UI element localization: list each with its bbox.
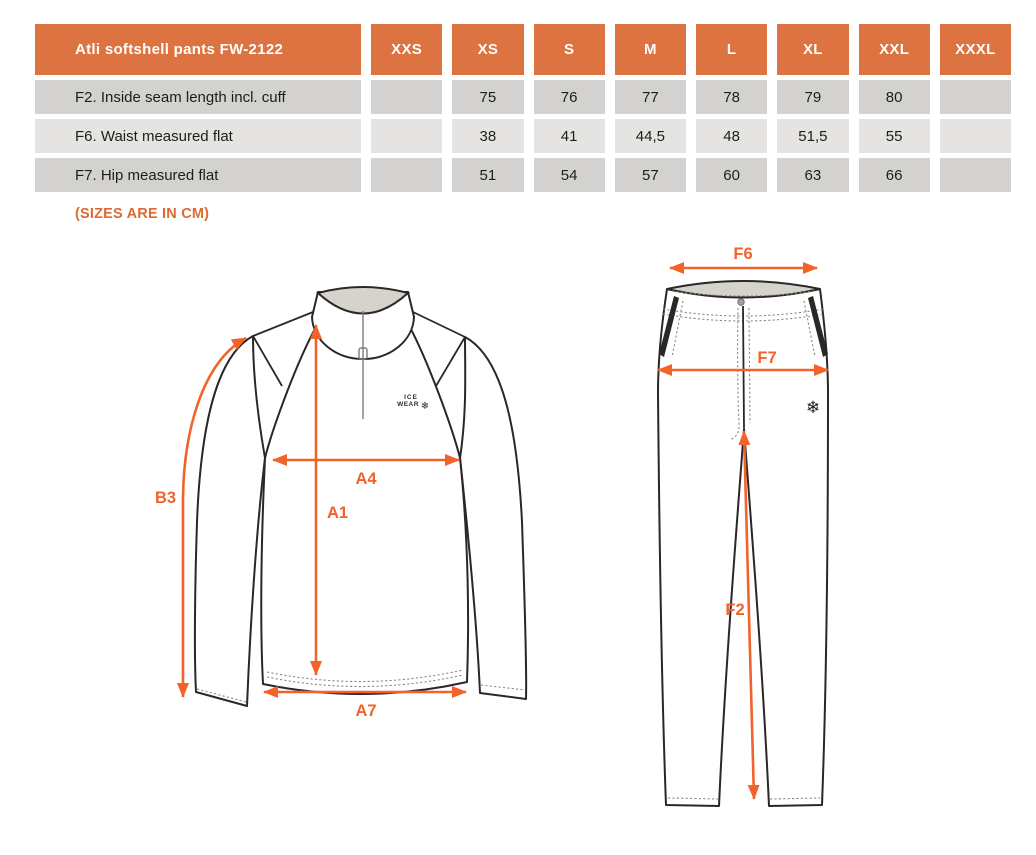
- logo-text-line1: ICE: [404, 394, 418, 401]
- size-column-header-s: S: [533, 24, 605, 75]
- row-label-cell: F6. Waist measured flat: [35, 119, 361, 153]
- logo-text-line2: WEAR: [397, 401, 419, 408]
- a1-label: A1: [327, 504, 348, 522]
- size-value-cell: 76: [533, 80, 605, 114]
- measurement-row-f7: F7. Hip measured flat 51 54 57 60 63 66: [35, 158, 1011, 192]
- size-value-cell: 66: [858, 158, 930, 192]
- size-value-cell: 75: [452, 80, 524, 114]
- size-value-cell: 77: [614, 80, 686, 114]
- size-value-cell: [371, 119, 443, 153]
- pants-waist-opening: [666, 280, 821, 299]
- size-chart-header-row: Atli softshell pants FW-2122 XXS XS S M …: [35, 24, 1011, 75]
- a7-label: A7: [355, 702, 376, 720]
- measurement-row-f6: F6. Waist measured flat 38 41 44,5 48 51…: [35, 119, 1011, 153]
- size-column-header-m: M: [614, 24, 686, 75]
- fly-seam: [742, 305, 745, 429]
- right-pocket-opening: [808, 296, 828, 357]
- row-label-cell: F2. Inside seam length incl. cuff: [35, 80, 361, 114]
- f2-inseam-arrow: [738, 430, 760, 800]
- icewear-logo: ICE WEAR ❄: [397, 394, 429, 412]
- size-value-cell: [939, 80, 1011, 114]
- f7-label: F7: [757, 349, 776, 367]
- measurement-row-f2: F2. Inside seam length incl. cuff 75 76 …: [35, 80, 1011, 114]
- size-value-cell: 80: [858, 80, 930, 114]
- sizes-unit-note: (SIZES ARE IN CM): [75, 206, 210, 222]
- b3-sleeve-arrow: [177, 336, 247, 698]
- size-column-header-xl: XL: [777, 24, 849, 75]
- size-column-header-l: L: [696, 24, 768, 75]
- pullover-body: [260, 319, 470, 696]
- size-value-cell: 55: [858, 119, 930, 153]
- a4-label: A4: [355, 470, 377, 488]
- waist-button: [737, 298, 745, 306]
- size-value-cell: [371, 158, 443, 192]
- size-value-cell: 54: [533, 158, 605, 192]
- size-value-cell: 78: [696, 80, 768, 114]
- size-value-cell: 63: [777, 158, 849, 192]
- f6-label: F6: [733, 245, 752, 263]
- zipper-pull: [358, 347, 368, 360]
- size-value-cell: 38: [452, 119, 524, 153]
- size-column-header-xxl: XXL: [858, 24, 930, 75]
- size-value-cell: [939, 119, 1011, 153]
- size-value-cell: [371, 80, 443, 114]
- size-column-header-xxxl: XXXL: [939, 24, 1011, 75]
- f2-label: F2: [725, 601, 744, 619]
- b3-label: B3: [155, 489, 176, 507]
- size-column-header-xs: XS: [452, 24, 524, 75]
- size-value-cell: 48: [696, 119, 768, 153]
- product-title-cell: Atli softshell pants FW-2122: [35, 24, 361, 75]
- size-column-header-xxs: XXS: [371, 24, 443, 75]
- pullover-right-sleeve: [459, 336, 528, 700]
- pullover-measurement-diagram: ICE WEAR ❄ B3 A4 A1 A7: [155, 286, 528, 720]
- size-value-cell: 57: [614, 158, 686, 192]
- size-chart-table: Atli softshell pants FW-2122 XXS XS S M …: [25, 19, 1021, 197]
- pullover-left-sleeve: [193, 335, 266, 707]
- size-value-cell: 60: [696, 158, 768, 192]
- size-value-cell: 79: [777, 80, 849, 114]
- size-value-cell: [939, 158, 1011, 192]
- pullover-collar-opening: [315, 286, 411, 315]
- row-label-cell: F7. Hip measured flat: [35, 158, 361, 192]
- pants-measurement-diagram: ❄ F6 F7 F2: [657, 245, 829, 807]
- size-value-cell: 44,5: [614, 119, 686, 153]
- left-pocket-opening: [659, 296, 679, 357]
- snowflake-icon: ❄: [421, 401, 429, 412]
- size-value-cell: 41: [533, 119, 605, 153]
- snowflake-icon: ❄: [806, 398, 820, 417]
- size-value-cell: 51: [452, 158, 524, 192]
- size-value-cell: 51,5: [777, 119, 849, 153]
